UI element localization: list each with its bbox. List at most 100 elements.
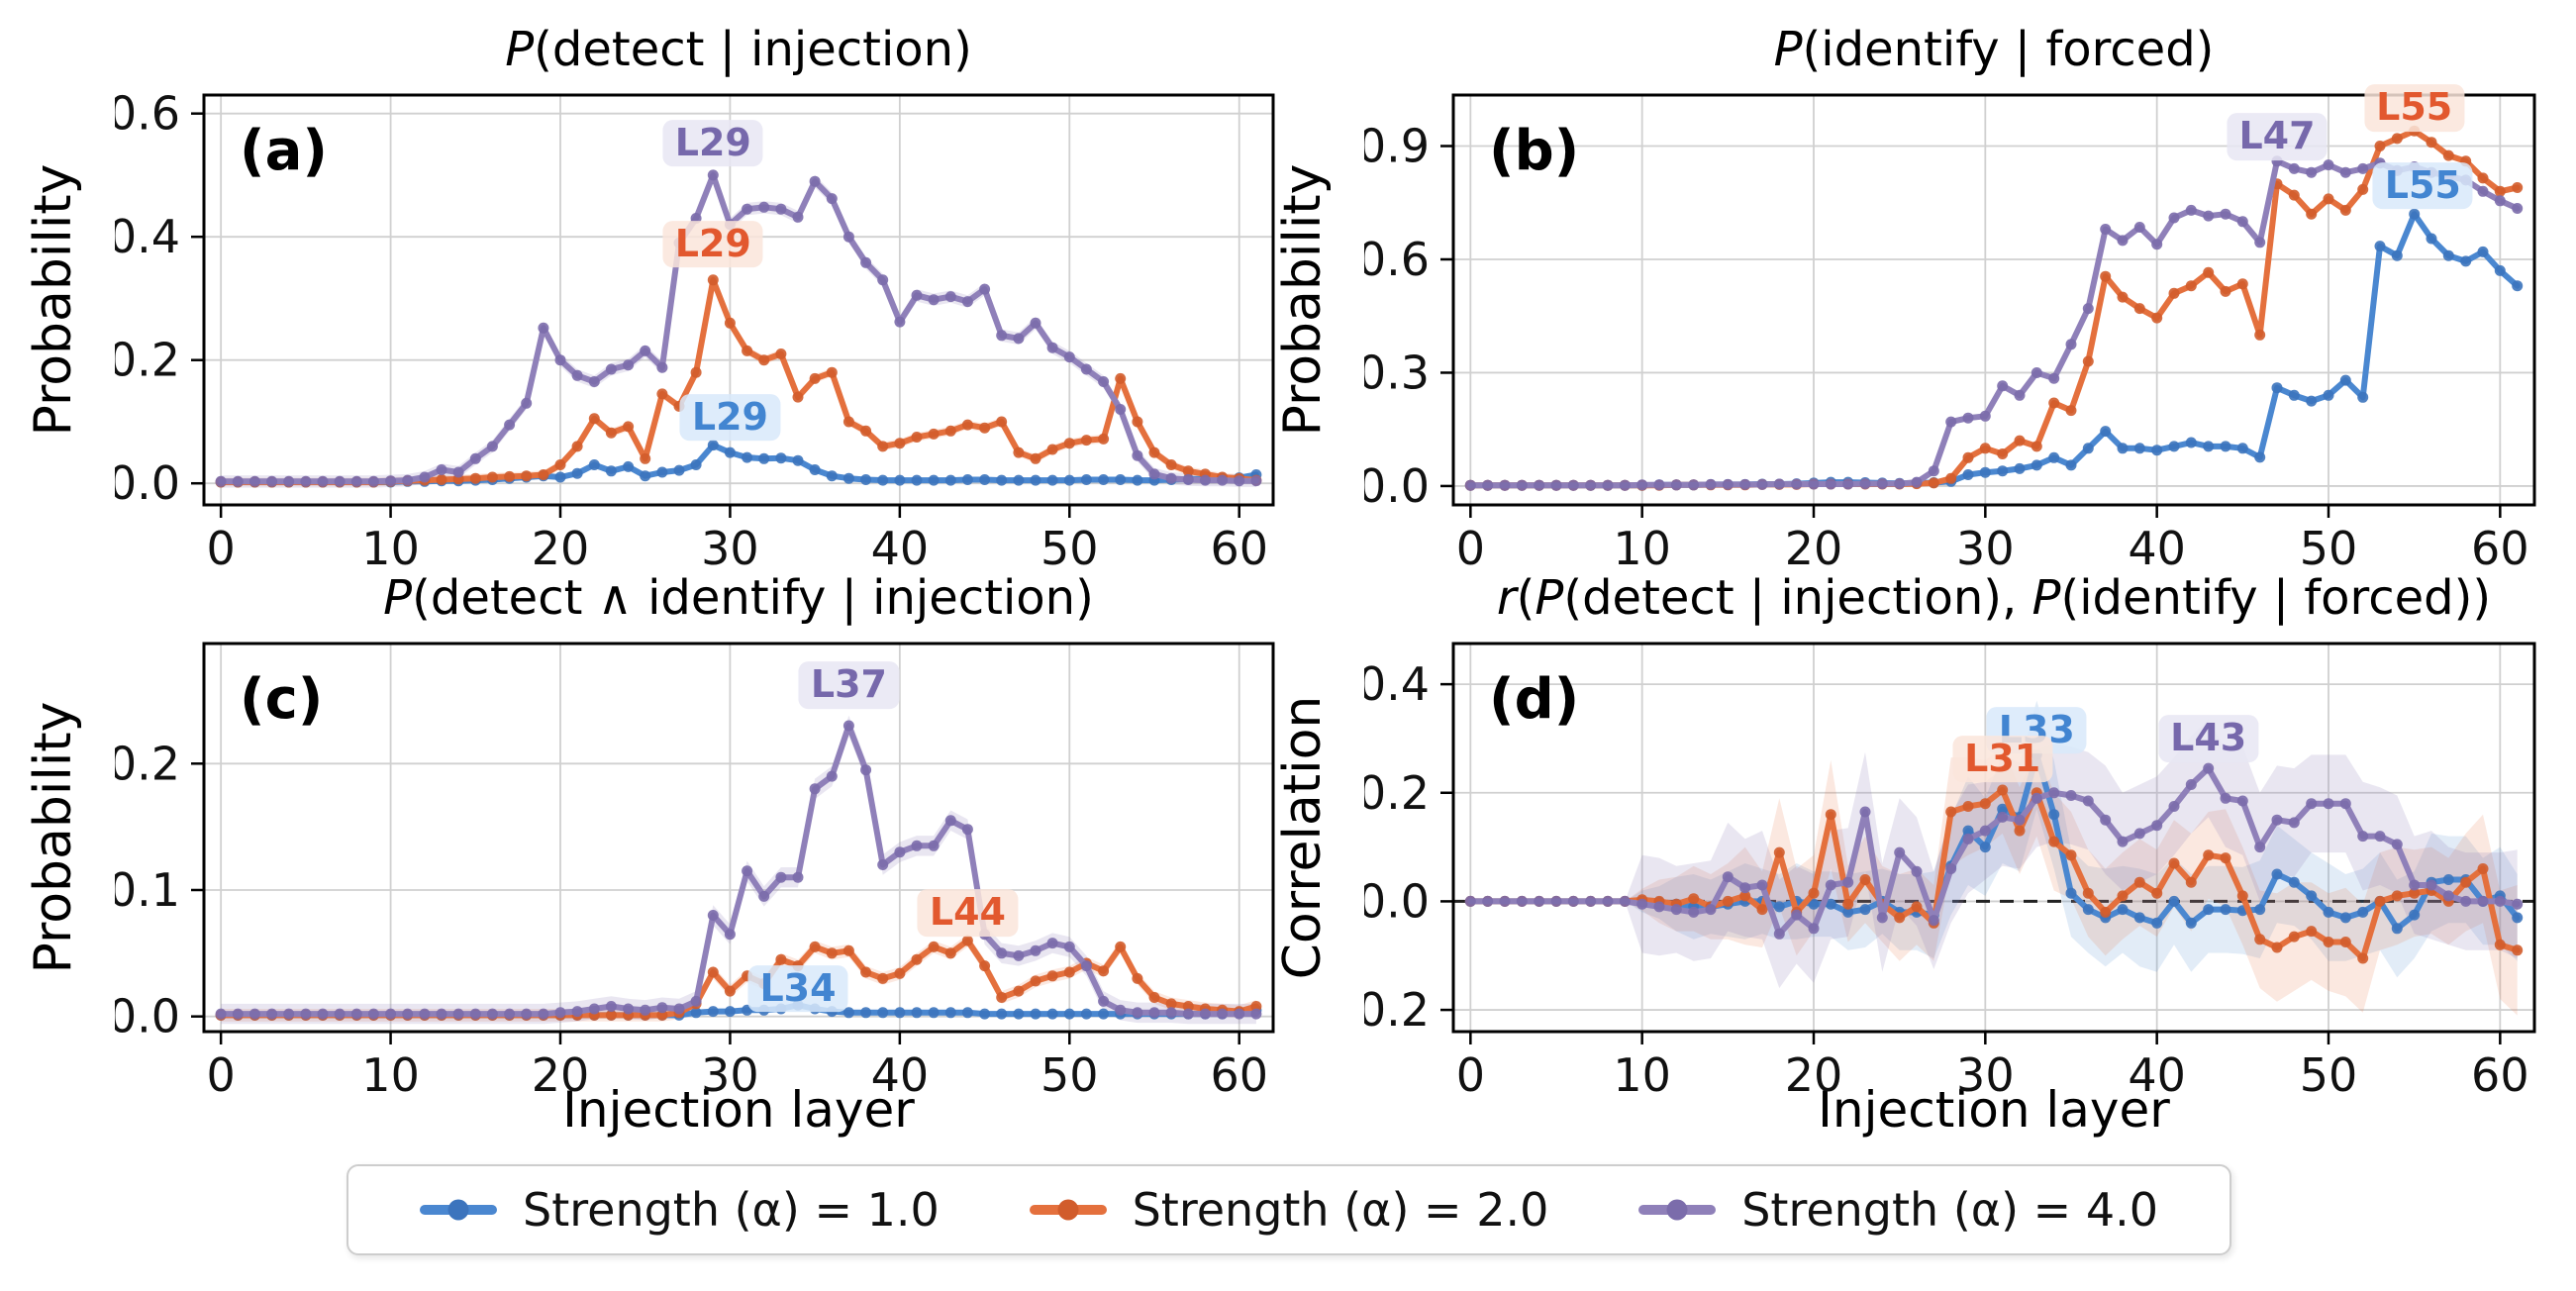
series-point-purple xyxy=(1756,879,1768,891)
series-point-purple xyxy=(2323,798,2334,810)
series-point-orange xyxy=(1013,985,1025,997)
series-point-orange xyxy=(1115,941,1127,952)
series-point-blue xyxy=(2442,249,2454,261)
series-point-purple xyxy=(1063,351,1075,363)
series-point-orange xyxy=(2374,141,2386,151)
y-tick-label-d: −0.2 xyxy=(1364,983,1430,1037)
legend: Strength (α) = 1.0 Strength (α) = 2.0 St… xyxy=(347,1164,2231,1255)
series-point-purple xyxy=(2100,814,2112,826)
series-point-blue xyxy=(690,1007,702,1019)
series-point-orange xyxy=(2117,890,2129,902)
series-point-purple xyxy=(2014,389,2026,401)
series-point-blue xyxy=(2512,280,2524,292)
series-point-orange xyxy=(1046,970,1058,982)
series-point-blue xyxy=(961,474,973,485)
series-point-orange xyxy=(1250,1001,1262,1012)
series-point-blue xyxy=(928,1007,940,1019)
series-point-blue xyxy=(2339,912,2351,924)
series-point-purple xyxy=(1046,938,1058,949)
series-point-orange xyxy=(842,944,854,956)
series-point-orange xyxy=(2323,937,2334,947)
panel-d-letter: (d) xyxy=(1489,667,1580,732)
series-point-purple xyxy=(504,1008,516,1020)
series-point-orange xyxy=(2203,849,2215,861)
series-point-orange xyxy=(826,366,838,378)
series-point-purple xyxy=(2477,185,2489,197)
series-point-blue xyxy=(1080,474,1092,485)
series-point-orange xyxy=(758,354,770,366)
series-point-purple xyxy=(809,175,821,187)
series-point-orange xyxy=(2014,825,2026,837)
series-point-purple xyxy=(2477,895,2489,907)
x-tick-label-d: 60 xyxy=(2471,1048,2529,1102)
band-orange xyxy=(221,934,1256,1022)
series-point-blue xyxy=(1773,901,1785,913)
x-tick-label-a: 20 xyxy=(532,522,590,575)
legend-label-alpha-2: Strength (α) = 2.0 xyxy=(1132,1183,1549,1237)
series-point-purple xyxy=(1636,479,1648,491)
series-point-purple xyxy=(690,995,702,1007)
series-point-orange xyxy=(996,992,1008,1003)
series-point-orange xyxy=(2100,906,2112,918)
series-point-orange xyxy=(707,966,719,978)
x-tick-label-b: 10 xyxy=(1613,522,1671,575)
series-point-purple xyxy=(215,475,227,487)
series-point-blue xyxy=(842,1007,854,1019)
series-point-orange xyxy=(1182,465,1194,477)
series-point-purple xyxy=(2133,222,2145,233)
series-point-blue xyxy=(1997,465,2009,477)
series-point-purple xyxy=(317,1008,329,1020)
series-point-blue xyxy=(961,1007,973,1019)
series-point-purple xyxy=(402,474,414,486)
series-point-purple xyxy=(758,890,770,902)
annotation-a-blue-L29: L29 xyxy=(679,393,780,442)
series-point-blue xyxy=(2031,459,2042,471)
series-point-blue xyxy=(690,459,702,470)
panel-c-ylabel: Probability xyxy=(24,701,83,974)
series-point-blue xyxy=(1962,825,1974,837)
series-point-purple xyxy=(860,764,872,776)
series-point-orange xyxy=(656,388,668,400)
series-point-purple xyxy=(2374,831,2386,843)
series-point-purple xyxy=(334,475,346,487)
series-point-orange xyxy=(2512,182,2524,193)
series-point-purple xyxy=(2426,879,2437,891)
series-point-orange xyxy=(1030,975,1041,987)
x-axis-label-left: Injection layer xyxy=(562,1081,915,1139)
series-point-orange xyxy=(2117,291,2129,303)
series-point-orange xyxy=(2288,189,2300,201)
series-point-purple xyxy=(1825,478,1836,490)
series-point-blue xyxy=(944,474,956,486)
series-point-orange xyxy=(2357,183,2369,195)
series-point-orange xyxy=(1911,901,1923,913)
series-point-orange xyxy=(2185,280,2197,292)
annotation-a-purple-L29: L29 xyxy=(662,119,763,167)
series-point-purple xyxy=(1979,825,1991,837)
annotation-c-orange-L44: L44 xyxy=(917,889,1018,937)
series-point-purple xyxy=(1199,474,1211,486)
series-point-blue xyxy=(2100,426,2112,438)
series-point-purple xyxy=(1199,1008,1211,1020)
series-point-blue xyxy=(2203,441,2215,452)
series-point-orange xyxy=(944,425,956,437)
series-point-purple xyxy=(1585,895,1597,907)
series-point-orange xyxy=(1182,1001,1194,1012)
series-point-orange xyxy=(2254,934,2266,945)
series-point-purple xyxy=(2460,895,2472,907)
series-point-purple xyxy=(944,815,956,827)
series-point-blue xyxy=(1098,1008,1110,1020)
x-tick-label-a: 40 xyxy=(871,522,930,575)
series-point-purple xyxy=(1013,333,1025,345)
series-point-purple xyxy=(2082,303,2094,315)
series-point-purple xyxy=(1997,380,2009,392)
series-point-purple xyxy=(1148,468,1160,480)
series-point-purple xyxy=(742,865,753,877)
series-point-purple xyxy=(775,203,787,215)
series-point-purple xyxy=(944,291,956,303)
band-orange xyxy=(1470,746,2518,1016)
series-point-blue xyxy=(2339,374,2351,386)
series-point-orange xyxy=(436,474,447,485)
series-point-blue xyxy=(2220,441,2231,452)
panel-b-letter: (b) xyxy=(1489,119,1580,183)
series-point-orange xyxy=(2357,952,2369,964)
